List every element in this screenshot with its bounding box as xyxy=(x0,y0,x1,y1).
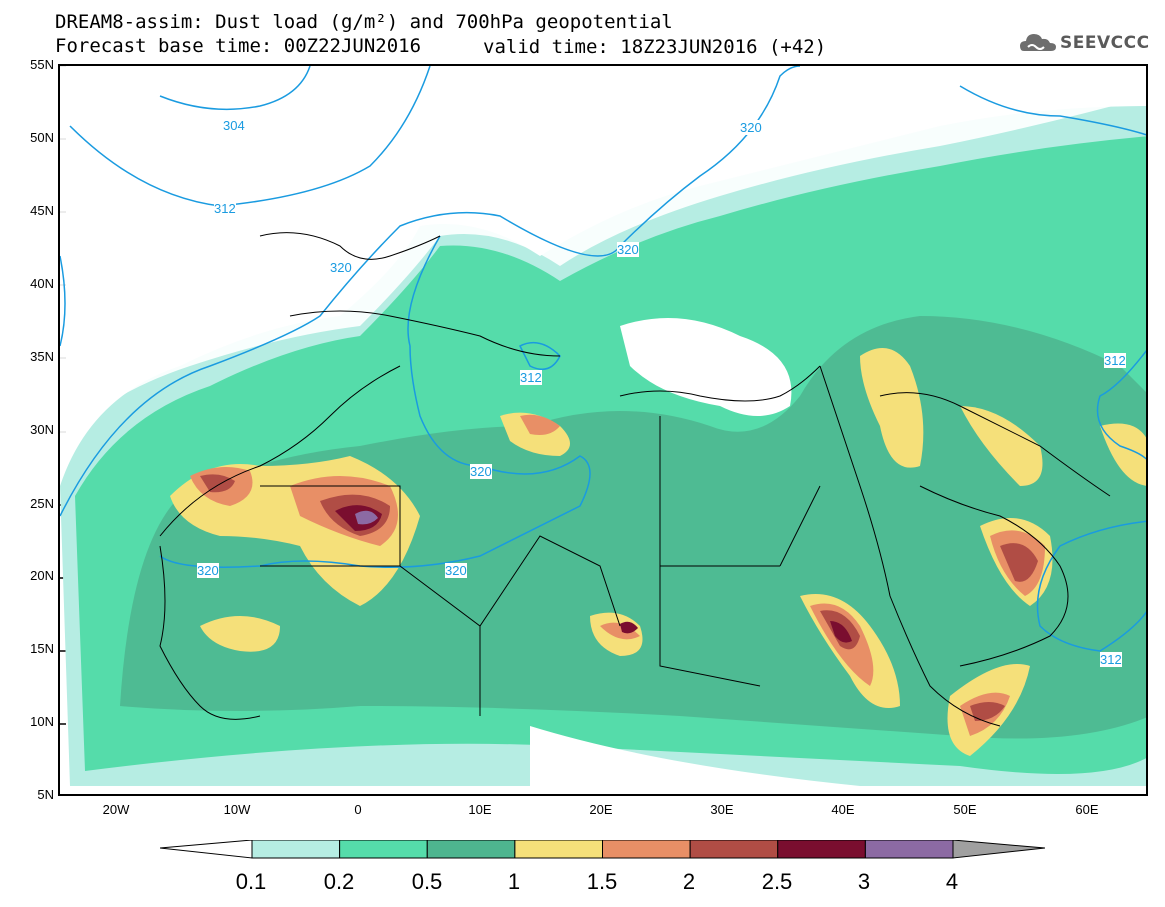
contour-label: 312 xyxy=(214,201,236,216)
lat-label: 50N xyxy=(30,130,54,145)
contour-label: 320 xyxy=(330,260,352,275)
colorbar-label: 0.5 xyxy=(411,869,443,894)
lon-label: 60E xyxy=(1075,802,1099,817)
contour-label: 312 xyxy=(1100,652,1122,667)
colorbar xyxy=(160,840,1045,859)
map-canvas xyxy=(60,66,1146,794)
colorbar-swatch xyxy=(514,840,603,859)
colorbar-label: 2.5 xyxy=(761,869,793,894)
map-title: DREAM8-assim: Dust load (g/m²) and 700hP… xyxy=(55,11,673,33)
contour-label: 320 xyxy=(197,563,219,578)
colorbar-swatch xyxy=(602,840,691,859)
contour-label: 320 xyxy=(470,464,492,479)
logo-text: SEEVCCC xyxy=(1060,33,1150,53)
lon-label: 20E xyxy=(589,802,613,817)
colorbar-min-arrow xyxy=(160,840,253,859)
lon-label: 0 xyxy=(354,802,362,817)
contour-label: 312 xyxy=(1104,353,1126,368)
colorbar-swatch xyxy=(777,840,866,859)
colorbar-swatch xyxy=(339,840,428,859)
lat-label: 25N xyxy=(30,496,54,511)
lon-label: 40E xyxy=(831,802,855,817)
lat-label: 10N xyxy=(30,714,54,729)
lon-label: 10E xyxy=(468,802,492,817)
country-borders xyxy=(159,232,1111,727)
dust-field xyxy=(60,66,1146,794)
colorbar-swatch xyxy=(864,840,954,859)
lat-label: 45N xyxy=(30,203,54,218)
lat-label: 15N xyxy=(30,641,54,656)
lat-label: 40N xyxy=(30,276,54,291)
lon-label: 20W xyxy=(102,802,130,817)
lon-label: 30E xyxy=(710,802,734,817)
contour-label: 320 xyxy=(617,242,639,257)
colorbar-swatch xyxy=(689,840,779,859)
colorbar-label: 3 xyxy=(857,869,871,894)
colorbar-label: 1 xyxy=(507,869,521,894)
colorbar-swatch xyxy=(426,840,516,859)
colorbar-label: 0.1 xyxy=(235,869,267,894)
lat-label: 5N xyxy=(37,787,54,802)
lon-label: 10W xyxy=(223,802,251,817)
colorbar-label: 1.5 xyxy=(586,869,618,894)
colorbar-label: 2 xyxy=(682,869,696,894)
cloud-icon xyxy=(1020,34,1056,51)
geopotential-contours xyxy=(60,66,1146,652)
lat-label: 30N xyxy=(30,422,54,437)
colorbar-swatch xyxy=(251,840,341,859)
lon-label: 50E xyxy=(953,802,977,817)
valid-time: valid time: 18Z23JUN2016 (+42) xyxy=(483,36,827,58)
lat-label: 55N xyxy=(30,57,54,72)
lat-label: 35N xyxy=(30,349,54,364)
contour-label: 320 xyxy=(445,563,467,578)
colorbar-label: 0.2 xyxy=(323,869,355,894)
colorbar-label: 4 xyxy=(945,869,959,894)
colorbar-max-arrow xyxy=(952,840,1045,859)
lat-label: 20N xyxy=(30,568,54,583)
contour-label: 304 xyxy=(223,118,245,133)
contour-label: 312 xyxy=(520,370,542,385)
contour-label: 320 xyxy=(740,120,762,135)
forecast-base-time: Forecast base time: 00Z22JUN2016 xyxy=(55,35,422,57)
dust-load-map: 304 312 320 320 320 320 312 320 312 320 … xyxy=(58,64,1148,796)
colorbar-swatches xyxy=(251,840,954,859)
